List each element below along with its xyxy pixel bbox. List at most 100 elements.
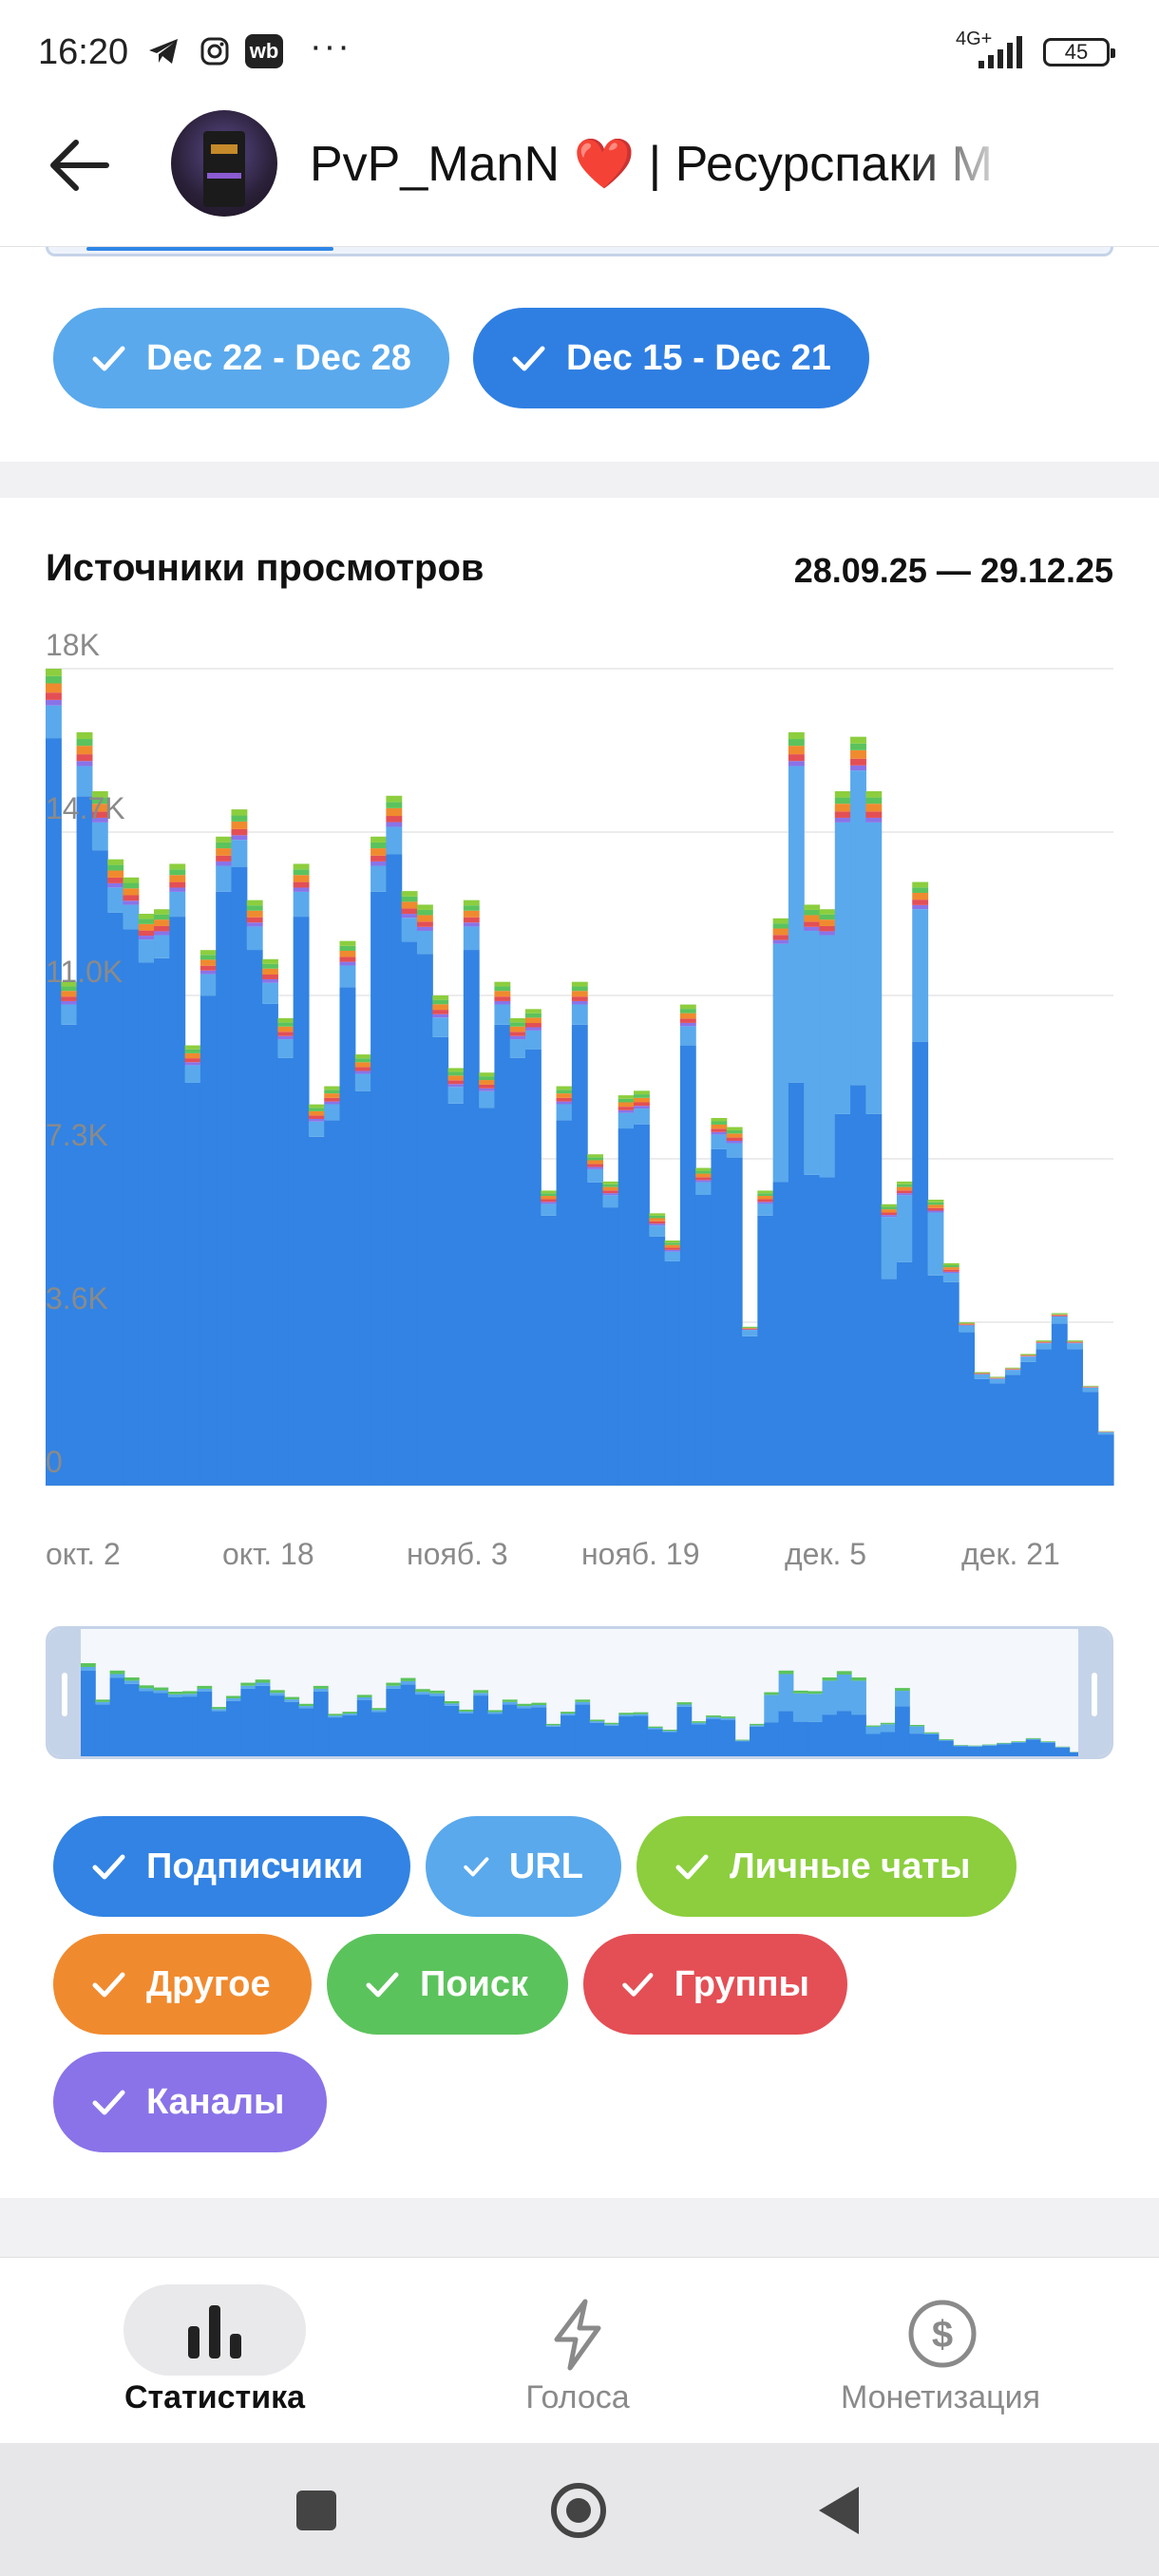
bar-stack[interactable] (370, 836, 387, 1486)
bar-stack[interactable] (556, 1086, 573, 1486)
bar-stack[interactable] (726, 1127, 743, 1486)
bar-stack[interactable] (463, 900, 480, 1486)
bar-stack[interactable] (896, 1181, 913, 1486)
bar-stack[interactable] (571, 981, 588, 1486)
bar-stack[interactable] (850, 736, 866, 1486)
bar-segment (541, 1203, 558, 1216)
bar-stack[interactable] (416, 904, 433, 1486)
bar-stack[interactable] (772, 918, 789, 1486)
bar-stack[interactable] (757, 1190, 774, 1486)
bar-stack[interactable] (912, 881, 929, 1486)
bar-stack[interactable] (432, 995, 449, 1486)
bar-stack[interactable] (231, 809, 248, 1486)
bar-stack[interactable] (91, 791, 108, 1486)
views-sources-chart[interactable]: 0 3.6K 7.3K 11.0K 14.7K 18K (0, 631, 1159, 1505)
bar-stack[interactable] (123, 877, 140, 1486)
bar-stack[interactable] (788, 731, 805, 1486)
bar-stack[interactable] (216, 836, 233, 1486)
bar-stack[interactable] (974, 1372, 991, 1486)
navigator-right-handle[interactable] (1078, 1629, 1111, 1756)
navigator-bar (400, 1680, 416, 1685)
bar-stack[interactable] (679, 1004, 696, 1486)
bar-stack[interactable] (649, 1213, 666, 1486)
bar-stack[interactable] (587, 1154, 604, 1486)
bar-stack[interactable] (46, 669, 62, 1486)
nav-votes[interactable]: Голоса (435, 2258, 720, 2444)
bar-stack[interactable] (308, 1104, 325, 1486)
bar-stack[interactable] (1051, 1313, 1068, 1486)
navigator-left-handle[interactable] (48, 1629, 81, 1756)
back-button[interactable] (819, 2487, 859, 2534)
bar-segment (123, 929, 140, 1486)
bar-stack[interactable] (107, 859, 124, 1486)
bar-segment (649, 1218, 666, 1222)
bar-stack[interactable] (277, 1017, 294, 1486)
legend-chip[interactable]: Поиск (327, 1934, 568, 2035)
legend-chip[interactable]: Личные чаты (636, 1816, 1016, 1917)
bar-stack[interactable] (942, 1262, 960, 1486)
bar-stack[interactable] (354, 1054, 371, 1486)
bar-stack[interactable] (989, 1376, 1006, 1486)
bar-stack[interactable] (246, 900, 263, 1486)
bar-stack[interactable] (881, 1203, 898, 1486)
nav-statistics[interactable]: Статистика (72, 2258, 357, 2444)
bar-stack[interactable] (1097, 1430, 1114, 1486)
bar-stack[interactable] (927, 1200, 944, 1486)
bar-stack[interactable] (324, 1086, 341, 1486)
bar-stack[interactable] (154, 909, 170, 1486)
bar-stack[interactable] (865, 791, 883, 1486)
legend-chip[interactable]: Другое (53, 1934, 312, 2035)
channel-avatar[interactable] (171, 110, 277, 217)
bar-segment (61, 1004, 78, 1025)
home-button[interactable] (551, 2483, 606, 2538)
bar-stack[interactable] (959, 1322, 975, 1486)
bar-stack[interactable] (1036, 1340, 1053, 1486)
bar-stack[interactable] (1004, 1367, 1021, 1486)
bar-stack[interactable] (494, 981, 511, 1486)
bar-stack[interactable] (819, 909, 836, 1486)
legend-chip[interactable]: Группы (583, 1934, 847, 2035)
bar-stack[interactable] (602, 1181, 619, 1486)
bar-stack[interactable] (634, 1090, 650, 1486)
bar-stack[interactable] (401, 891, 418, 1486)
bar-stack[interactable] (695, 1167, 712, 1486)
bar-stack[interactable] (200, 950, 217, 1486)
nav-monetization[interactable]: $ Монетизация (798, 2258, 1083, 2444)
bar-stack[interactable] (262, 958, 278, 1486)
bar-stack[interactable] (1020, 1354, 1037, 1486)
bar-stack[interactable] (834, 791, 851, 1486)
bar-stack[interactable] (293, 863, 310, 1486)
back-arrow-icon[interactable] (48, 137, 110, 194)
bar-segment (865, 804, 883, 812)
bar-stack[interactable] (184, 1045, 201, 1486)
bar-stack[interactable] (76, 731, 93, 1486)
bar-stack[interactable] (386, 795, 403, 1486)
bar-stack[interactable] (1082, 1385, 1099, 1486)
bar-stack[interactable] (711, 1118, 728, 1486)
legend-chip[interactable]: Подписчики (53, 1816, 410, 1917)
bar-stack[interactable] (509, 1017, 526, 1486)
bar-stack[interactable] (138, 914, 155, 1486)
bar-stack[interactable] (618, 1095, 635, 1486)
legend-chip[interactable]: URL (426, 1816, 621, 1917)
date-range[interactable]: 28.09.25 — 29.12.25 (793, 551, 1113, 590)
bar-stack[interactable] (664, 1241, 681, 1486)
bar-stack[interactable] (524, 1009, 542, 1486)
chart-range-navigator[interactable] (46, 1626, 1113, 1759)
legend-chip[interactable]: Каналы (53, 2052, 327, 2152)
bar-stack[interactable] (804, 904, 821, 1486)
week-filter-dec15[interactable]: Dec 15 - Dec 21 (473, 308, 869, 408)
bar-stack[interactable] (447, 1068, 465, 1486)
recents-button[interactable] (296, 2491, 336, 2530)
previous-chart-navigator[interactable] (46, 247, 1113, 256)
bar-stack[interactable] (339, 940, 356, 1486)
bar-stack[interactable] (742, 1326, 758, 1486)
bar-stack[interactable] (169, 863, 186, 1486)
bar-stack[interactable] (479, 1072, 496, 1486)
week-filter-dec22[interactable]: Dec 22 - Dec 28 (53, 308, 449, 408)
bar-segment (509, 1035, 526, 1040)
bar-stack[interactable] (541, 1190, 558, 1486)
bar-stack[interactable] (1067, 1340, 1084, 1486)
navigator-bar (764, 1722, 780, 1756)
bar-stack[interactable] (61, 981, 78, 1486)
